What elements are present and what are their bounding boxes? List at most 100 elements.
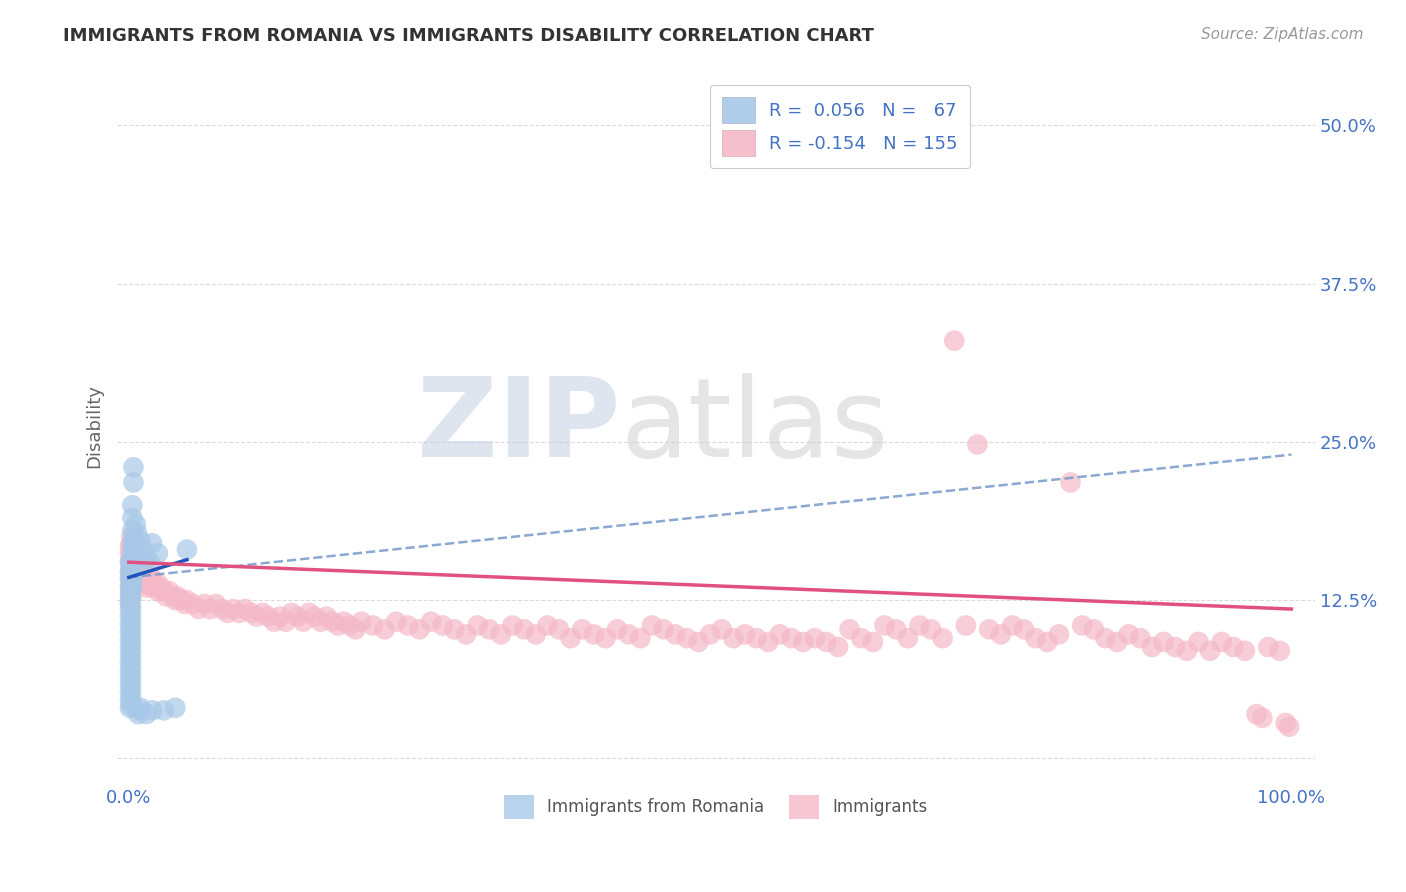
Point <box>211 602 233 616</box>
Point <box>304 609 326 624</box>
Point <box>1059 475 1081 490</box>
Point <box>118 539 141 553</box>
Point <box>792 635 814 649</box>
Point <box>121 551 143 566</box>
Point <box>489 627 512 641</box>
Point <box>125 564 148 578</box>
Point <box>222 602 245 616</box>
Point <box>125 546 148 560</box>
Point <box>120 555 142 569</box>
Point <box>121 559 143 574</box>
Point <box>121 546 143 560</box>
Point <box>664 627 686 641</box>
Text: Source: ZipAtlas.com: Source: ZipAtlas.com <box>1201 27 1364 42</box>
Point <box>118 572 141 586</box>
Point <box>135 581 157 595</box>
Point <box>120 561 142 575</box>
Point <box>121 579 143 593</box>
Point <box>239 606 262 620</box>
Point <box>132 576 155 591</box>
Point <box>1257 640 1279 654</box>
Point <box>132 542 155 557</box>
Point <box>120 675 142 690</box>
Point <box>124 533 146 548</box>
Point <box>118 597 141 611</box>
Point <box>571 622 593 636</box>
Point <box>139 555 162 569</box>
Point <box>309 615 332 629</box>
Point <box>1140 640 1163 654</box>
Point <box>688 635 710 649</box>
Point <box>1222 640 1244 654</box>
Point <box>121 555 143 569</box>
Point <box>155 590 177 604</box>
Point <box>120 698 142 713</box>
Y-axis label: Disability: Disability <box>86 384 103 468</box>
Point <box>120 622 142 636</box>
Point <box>152 584 174 599</box>
Point <box>1071 618 1094 632</box>
Point <box>641 618 664 632</box>
Point <box>120 591 142 606</box>
Point <box>120 546 142 560</box>
Point <box>1129 631 1152 645</box>
Point <box>122 475 145 490</box>
Point <box>723 631 745 645</box>
Point <box>193 597 215 611</box>
Point <box>292 615 315 629</box>
Point <box>181 597 204 611</box>
Point <box>536 618 558 632</box>
Point <box>132 567 155 582</box>
Point <box>120 581 142 595</box>
Point <box>120 630 142 644</box>
Point <box>873 618 896 632</box>
Point <box>139 567 162 582</box>
Point <box>122 530 145 544</box>
Point <box>979 622 1001 636</box>
Point <box>501 618 523 632</box>
Point <box>734 627 756 641</box>
Point <box>125 551 148 566</box>
Point <box>269 609 291 624</box>
Point <box>955 618 977 632</box>
Point <box>513 622 536 636</box>
Point <box>118 700 141 714</box>
Point <box>139 576 162 591</box>
Point <box>170 593 193 607</box>
Point <box>120 638 142 652</box>
Point <box>408 622 430 636</box>
Point <box>150 581 173 595</box>
Point <box>344 622 367 636</box>
Point <box>1199 644 1222 658</box>
Point <box>676 631 699 645</box>
Point <box>122 460 145 475</box>
Point <box>118 609 141 624</box>
Point <box>165 700 187 714</box>
Point <box>298 606 321 620</box>
Point <box>118 640 141 654</box>
Point <box>127 564 149 578</box>
Point <box>141 572 163 586</box>
Point <box>374 622 396 636</box>
Point <box>122 546 145 560</box>
Point <box>1153 635 1175 649</box>
Point <box>803 631 825 645</box>
Point <box>252 606 274 620</box>
Point <box>118 602 141 616</box>
Point <box>350 615 373 629</box>
Point <box>838 622 860 636</box>
Point <box>333 615 356 629</box>
Point <box>1083 622 1105 636</box>
Point <box>128 567 150 582</box>
Point <box>120 564 142 578</box>
Point <box>827 640 849 654</box>
Point <box>129 533 152 548</box>
Point <box>315 609 337 624</box>
Point <box>118 555 141 569</box>
Point <box>135 572 157 586</box>
Point <box>326 618 349 632</box>
Point <box>120 660 142 674</box>
Point <box>897 631 920 645</box>
Point <box>128 703 150 717</box>
Point <box>122 555 145 569</box>
